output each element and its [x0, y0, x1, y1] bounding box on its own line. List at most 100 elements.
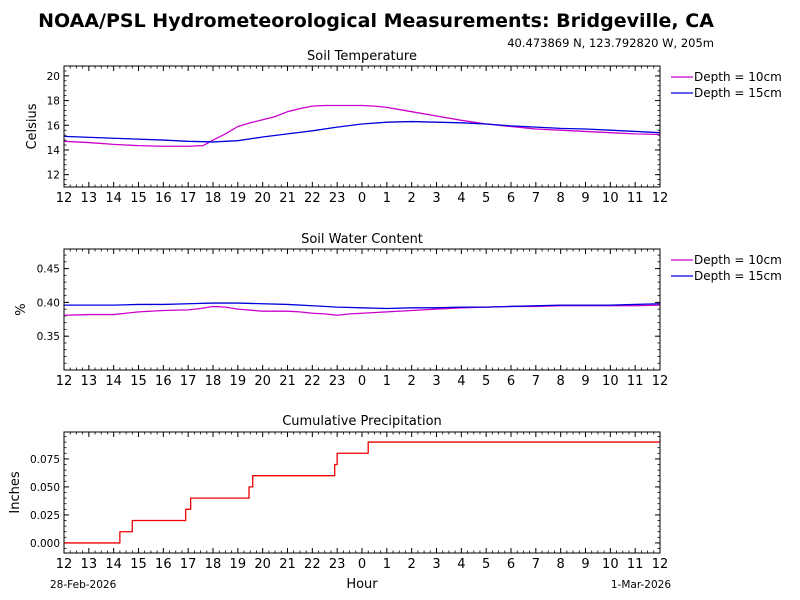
- y-tick-label: 16: [47, 120, 61, 132]
- x-tick-label: 20: [254, 557, 271, 572]
- x-tick-label: 19: [230, 191, 247, 206]
- chart-3-title: Cumulative Precipitation: [282, 414, 442, 429]
- x-tick-label: 21: [279, 374, 296, 389]
- y-tick-label: 0.025: [30, 510, 60, 522]
- x-tick-label: 10: [602, 191, 619, 206]
- legend-label: Depth = 10cm: [694, 253, 782, 267]
- x-tick-label: 12: [652, 191, 669, 206]
- station-location: 40.473869 N, 123.792820 W, 205m: [507, 36, 714, 50]
- x-tick-label: 22: [304, 557, 321, 572]
- y-tick-label: 20: [47, 71, 60, 83]
- y-tick-label: 12: [47, 170, 60, 182]
- chart-2-y-axis-label: %: [14, 303, 29, 315]
- figure-title: NOAA/PSL Hydrometeorological Measurement…: [38, 10, 714, 32]
- y-tick-label: 0.075: [30, 454, 60, 466]
- chart-2-title: Soil Water Content: [301, 232, 423, 247]
- chart-2: Soil Water Content%12 13 14 15 16 17 18 19 20 21 2…: [14, 232, 782, 389]
- x-tick-label: 16: [155, 374, 172, 389]
- x-tick-label: 0: [358, 374, 366, 389]
- x-tick-label: 6: [507, 374, 515, 389]
- x-tick-label: 3: [432, 557, 440, 572]
- series-line-1: [64, 441, 660, 544]
- x-tick-label: 18: [205, 557, 222, 572]
- x-tick-label: 22: [304, 191, 321, 206]
- x-tick-label: 23: [329, 374, 346, 389]
- x-tick-label: 1: [383, 191, 391, 206]
- x-tick-label: 12: [652, 557, 669, 572]
- x-tick-label: 9: [581, 374, 589, 389]
- x-tick-label: 7: [532, 557, 540, 572]
- x-tick-label: 5: [482, 374, 490, 389]
- chart-1-y-axis-label: Celsius: [25, 103, 40, 149]
- series-line-1: [63, 104, 661, 147]
- x-tick-label: 0: [358, 191, 366, 206]
- x-tick-label: 16: [155, 557, 172, 572]
- x-tick-label: 0: [358, 557, 366, 572]
- x-tick-label: 17: [180, 557, 197, 572]
- x-tick-label: 8: [557, 557, 565, 572]
- plot-frame: [63, 248, 661, 371]
- chart-1-title: Soil Temperature: [307, 49, 417, 64]
- x-tick-label: 23: [329, 191, 346, 206]
- x-tick-label: 15: [130, 191, 147, 206]
- x-tick-label: 2: [408, 374, 416, 389]
- x-tick-label: 18: [205, 374, 222, 389]
- y-tick-label: 0.35: [37, 331, 60, 343]
- x-tick-label: 17: [180, 374, 197, 389]
- end-date: 1-Mar-2026: [611, 579, 671, 591]
- y-tick-label: 0.45: [37, 264, 60, 276]
- start-date: 28-Feb-2026: [50, 579, 117, 591]
- x-tick-label: 14: [105, 374, 122, 389]
- x-tick-label: 9: [581, 557, 589, 572]
- x-tick-label: 17: [180, 191, 197, 206]
- x-tick-label: 1: [383, 374, 391, 389]
- y-tick-label: 0.40: [37, 297, 60, 309]
- x-tick-label: 2: [408, 557, 416, 572]
- x-tick-label: 19: [230, 374, 247, 389]
- series-line-2: [63, 120, 661, 143]
- x-tick-label: 20: [254, 191, 271, 206]
- x-tick-label: 11: [627, 191, 644, 206]
- x-tick-label: 22: [304, 374, 321, 389]
- x-tick-label: 13: [81, 374, 98, 389]
- x-tick-label: 7: [532, 374, 540, 389]
- x-tick-label: 16: [155, 191, 172, 206]
- x-tick-label: 5: [482, 191, 490, 206]
- x-tick-label: 2: [408, 191, 416, 206]
- x-tick-label: 14: [105, 191, 122, 206]
- x-tick-label: 21: [279, 557, 296, 572]
- x-tick-label: 8: [557, 374, 565, 389]
- chart-3-y-axis-label: Inches: [8, 471, 23, 513]
- x-tick-label: 6: [507, 557, 515, 572]
- x-tick-label: 11: [627, 557, 644, 572]
- y-tick-label: 0.050: [30, 482, 60, 494]
- x-tick-label: 4: [457, 557, 465, 572]
- y-tick-label: 14: [47, 145, 61, 157]
- x-tick-label: 12: [56, 557, 73, 572]
- x-tick-label: 3: [432, 374, 440, 389]
- x-tick-label: 13: [81, 557, 98, 572]
- x-tick-label: 4: [457, 374, 465, 389]
- legend-label: Depth = 15cm: [694, 86, 782, 100]
- x-axis-label: Hour: [346, 577, 378, 592]
- x-tick-label: 12: [56, 374, 73, 389]
- x-tick-label: 21: [279, 191, 296, 206]
- legend-label: Depth = 15cm: [694, 269, 782, 283]
- x-tick-label: 5: [482, 557, 490, 572]
- x-tick-label: 18: [205, 191, 222, 206]
- x-tick-label: 8: [557, 191, 565, 206]
- x-tick-label: 19: [230, 557, 247, 572]
- x-tick-label: 12: [56, 191, 73, 206]
- x-tick-label: 10: [602, 557, 619, 572]
- x-tick-label: 15: [130, 374, 147, 389]
- x-tick-label: 23: [329, 557, 346, 572]
- plot-frame: [63, 65, 661, 188]
- legend-label: Depth = 10cm: [694, 70, 782, 84]
- series-line-2: [64, 302, 661, 310]
- x-tick-label: 4: [457, 191, 465, 206]
- x-tick-label: 13: [81, 191, 98, 206]
